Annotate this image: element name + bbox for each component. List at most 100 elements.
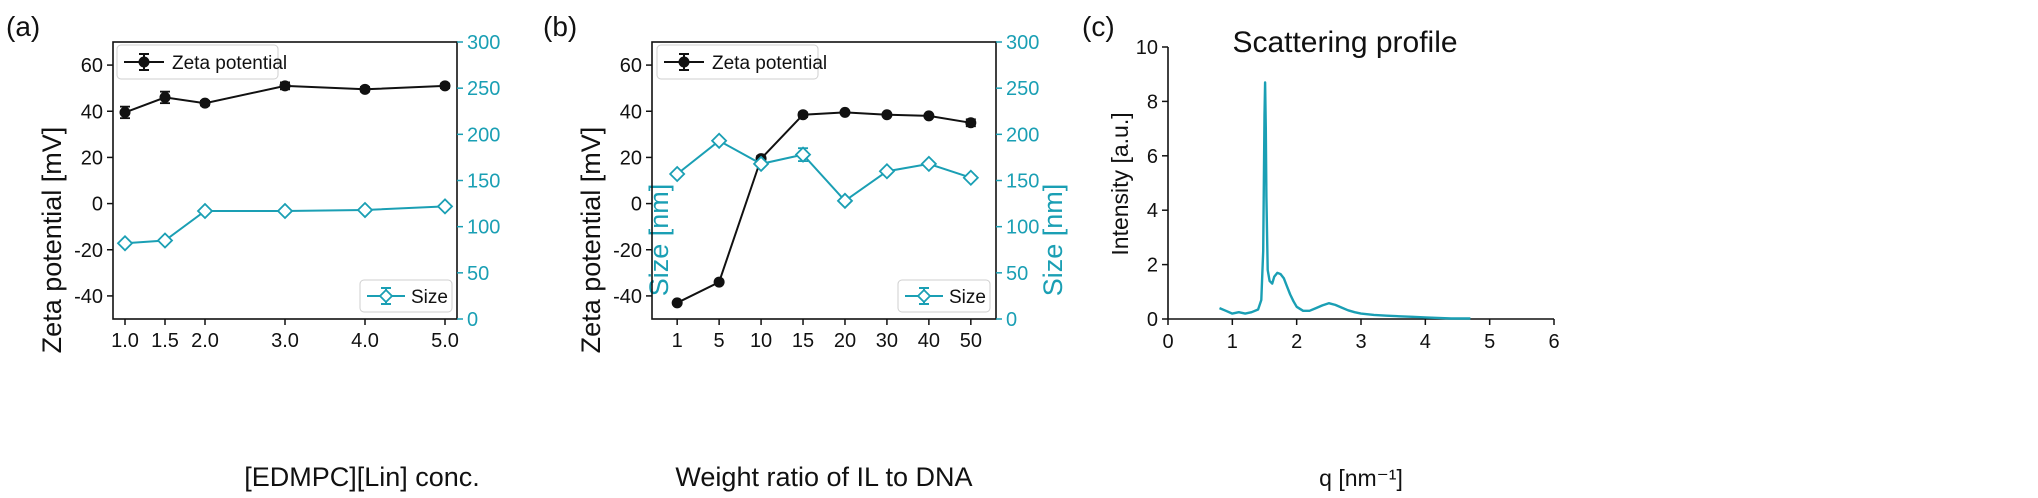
- panel-c-plot: 0 2 4 6 8 10 0 1 2 3 4 5 6: [1136, 37, 1560, 353]
- panel-b-legend-zeta-label: Zeta potential: [712, 53, 827, 74]
- legend-zeta-marker: [138, 56, 150, 68]
- panel-b-frame: [651, 41, 997, 320]
- y-tick-label: -20: [613, 240, 642, 262]
- x-tick-label: 5: [1484, 331, 1495, 353]
- zeta-point: [713, 276, 725, 288]
- size-point: [116, 235, 134, 252]
- size-point: [668, 165, 686, 183]
- zeta-point: [965, 117, 977, 129]
- size-point: [196, 202, 214, 220]
- size-point: [962, 169, 980, 187]
- x-tick-label: 5: [714, 330, 725, 352]
- zeta-point: [797, 109, 809, 121]
- zeta-point: [671, 297, 683, 309]
- legend-zeta-marker: [678, 56, 690, 68]
- panel-label-a: (a): [6, 11, 40, 42]
- size-point: [356, 201, 374, 219]
- y2-tick-label: 250: [1006, 78, 1039, 100]
- zeta-point: [439, 80, 451, 92]
- size-point: [752, 155, 770, 173]
- y-tick-label: 10: [1136, 37, 1158, 59]
- size-point: [794, 146, 812, 163]
- x-tick-label: 10: [750, 330, 772, 352]
- panel-b-legend-size: Size: [897, 279, 991, 313]
- y-tick-label: 0: [92, 194, 103, 216]
- size-point: [920, 155, 938, 173]
- panel-a-legend-zeta-label: Zeta potential: [172, 53, 287, 74]
- panel-b-xlabel: Weight ratio of IL to DNA: [675, 462, 972, 492]
- y2-tick-label: 300: [467, 32, 500, 54]
- y-tick-label: 8: [1147, 91, 1158, 113]
- x-tick-label: 6: [1548, 331, 1559, 353]
- x-tick-label: 0: [1162, 331, 1173, 353]
- zeta-point: [359, 83, 371, 95]
- y-tick-label: -20: [74, 240, 103, 262]
- y2-tick-label: 150: [1006, 171, 1039, 193]
- panel-a-legend-size-label: Size: [411, 287, 448, 308]
- panel-label-c: (c): [1082, 11, 1115, 42]
- legend-size-marker: [378, 288, 394, 304]
- y-tick-label: 6: [1147, 146, 1158, 168]
- y2-tick-label: 100: [467, 217, 500, 239]
- x-tick-label: 1.5: [151, 330, 179, 352]
- panel-a: (a) [EDMPC][Lin] conc. Zeta potential [m…: [6, 11, 674, 492]
- y-tick-label: 4: [1147, 200, 1158, 222]
- x-tick-label: 20: [834, 330, 856, 352]
- y2-tick-label: 100: [1006, 217, 1039, 239]
- panel-c: (c) Scattering profile q [nm⁻¹] Intensit…: [1082, 11, 1560, 491]
- panel-b: (b) Weight ratio of IL to DNA Zeta poten…: [543, 11, 1068, 492]
- size-point: [276, 202, 294, 220]
- y2-tick-label: 200: [1006, 124, 1039, 146]
- y2-tick-label: 50: [467, 263, 489, 285]
- x-tick-label: 5.0: [431, 330, 459, 352]
- y-tick-label: 60: [620, 55, 642, 77]
- y2-tick-label: 150: [467, 171, 500, 193]
- zeta-point: [923, 110, 935, 122]
- x-tick-label: 15: [792, 330, 814, 352]
- zeta-point: [279, 80, 291, 92]
- y-tick-label: 40: [81, 101, 103, 123]
- y2-tick-label: 300: [1006, 32, 1039, 54]
- y2-tick-label: 200: [467, 124, 500, 146]
- zeta-point: [881, 109, 893, 121]
- size-point: [156, 232, 174, 249]
- panel-a-legend-size: Size: [359, 279, 453, 313]
- panel-c-xlabel: q [nm⁻¹]: [1319, 465, 1403, 491]
- size-line: [676, 139, 972, 203]
- y2-tick-label: 0: [1006, 309, 1017, 331]
- y2-tick-label: 250: [467, 78, 500, 100]
- y2-tick-label: 0: [467, 309, 478, 331]
- size-point: [836, 192, 854, 210]
- x-tick-label: 1.0: [111, 330, 139, 352]
- x-tick-label: 1: [672, 330, 683, 352]
- y-tick-label: 0: [631, 194, 642, 216]
- size-point: [878, 162, 896, 180]
- x-tick-label: 50: [960, 330, 982, 352]
- zeta-point: [839, 106, 851, 118]
- zeta-point: [119, 106, 131, 118]
- x-tick-label: 4.0: [351, 330, 379, 352]
- panel-label-b: (b): [543, 11, 577, 42]
- panel-c-ylabel: Intensity [a.u.]: [1107, 112, 1133, 255]
- x-tick-label: 3.0: [271, 330, 299, 352]
- x-tick-label: 2: [1291, 331, 1302, 353]
- size-point: [436, 198, 454, 215]
- zeta-line: [124, 84, 446, 114]
- y-tick-label: 2: [1147, 255, 1158, 277]
- panel-b-ylabel: Zeta potential [mV]: [576, 127, 606, 354]
- panel-a-xlabel: [EDMPC][Lin] conc.: [244, 462, 480, 492]
- scattering-curve: [1219, 81, 1471, 320]
- x-tick-label: 3: [1355, 331, 1366, 353]
- y-tick-label: -40: [613, 286, 642, 308]
- y-tick-label: 20: [620, 147, 642, 169]
- panel-b-y2label: Size [nm]: [1038, 184, 1068, 297]
- size-point: [710, 132, 728, 150]
- panel-a-legend-zeta: Zeta potential: [116, 44, 287, 80]
- y-tick-label: 20: [81, 147, 103, 169]
- panel-a-plot: -40 -20 0 20 40 60 0 50 100 150 200 250 300 1.0 1.5 2.0…: [74, 32, 500, 352]
- x-tick-label: 40: [918, 330, 940, 352]
- panel-c-title: Scattering profile: [1232, 26, 1457, 59]
- legend-size-marker: [916, 288, 932, 304]
